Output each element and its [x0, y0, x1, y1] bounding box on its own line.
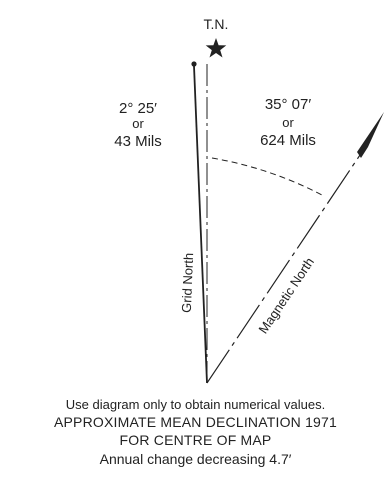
magnetic-north-line	[206, 151, 363, 384]
grid-north-label: Grid North	[179, 253, 196, 314]
magnetic-north-arrowhead-icon	[357, 112, 384, 158]
grid-north-dot-icon	[191, 61, 197, 67]
grid-mils-label: 43 Mils	[114, 133, 162, 150]
declination-title: APPROXIMATE MEAN DECLINATION 1971	[53, 414, 338, 430]
magnetic-angle-label: 35° 07′	[265, 96, 312, 113]
magnetic-or-label: or	[282, 115, 294, 130]
magnetic-north-label: Magnetic North	[255, 255, 317, 337]
centre-of-map-label: FOR CENTRE OF MAP	[119, 432, 272, 448]
true-north-star-icon	[205, 38, 227, 58]
grid-north-line	[193, 65, 208, 384]
declination-arc	[211, 157, 323, 196]
annual-change-label: Annual change decreasing 4.7′	[99, 451, 292, 467]
usage-note: Use diagram only to obtain numerical val…	[65, 397, 326, 412]
grid-or-label: or	[132, 116, 144, 131]
magnetic-mils-label: 624 Mils	[260, 132, 316, 149]
grid-angle-label: 2° 25′	[119, 100, 157, 117]
true-north-label: T.N.	[204, 16, 229, 32]
